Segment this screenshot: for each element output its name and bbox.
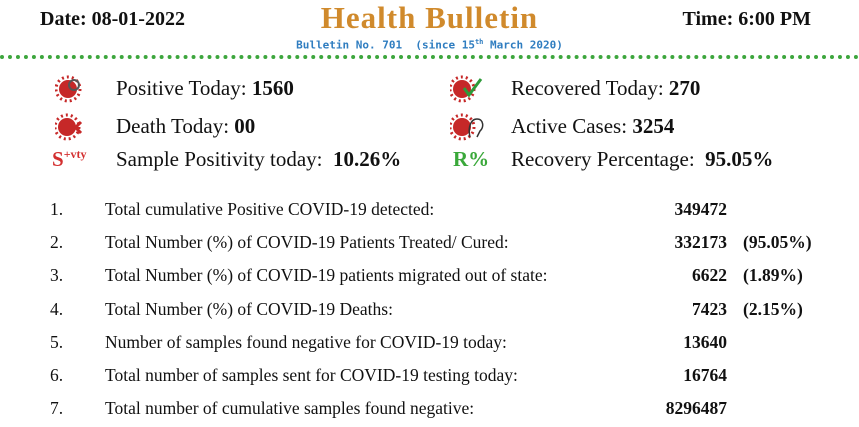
time: Time: 6:00 PM [682, 8, 812, 30]
positivity-icon: S+vty [52, 147, 87, 172]
row-number: 3. [50, 265, 64, 286]
recovery-icon: R% [453, 147, 490, 171]
row-value: 332173 [674, 232, 728, 253]
icon-s: S [52, 147, 64, 171]
summary-value: 3254 [632, 114, 675, 138]
active-icon [450, 113, 484, 141]
row-percent: (95.05%) [743, 232, 812, 253]
row-number: 1. [50, 199, 64, 219]
subtitle: Bulletin No. 701 (since 15th March 2020) [0, 38, 859, 52]
since: (since 15 [415, 38, 475, 52]
summary-item: Death Today: 00 [116, 114, 255, 139]
row-value: 13640 [683, 331, 727, 352]
death-icon [55, 113, 83, 141]
row-percent: (1.89%) [743, 265, 803, 286]
summary-item: Active Cases: 3254 [511, 114, 674, 139]
summary-item: Recovered Today: 270 [511, 76, 700, 101]
summary-label: Death Today: [116, 114, 230, 138]
summary-item: Sample Positivity today: 10.26% [116, 147, 401, 172]
recovered-icon [450, 75, 483, 103]
row-text: Total number of samples sent for COVID-1… [105, 365, 518, 385]
bulletin-number: Bulletin No. 701 [296, 38, 403, 52]
summary-value: 270 [668, 76, 701, 100]
row-number: 7. [50, 398, 64, 419]
summary-value: 1560 [251, 76, 294, 100]
summary-item: Positive Today: 1560 [116, 76, 294, 101]
row-text: Total Number (%) of COVID-19 Deaths: [105, 298, 393, 319]
row-number: 4. [50, 298, 64, 319]
row-value: 7423 [692, 298, 727, 319]
summary-label: Recovery Percentage: [511, 147, 695, 171]
row-percent: (2.15%) [743, 298, 803, 319]
row-number: 6. [50, 365, 64, 385]
row-text: Total Number (%) of COVID-19 patients mi… [105, 265, 548, 286]
date: Date: 08-01-2022 [40, 8, 185, 30]
row-text: Total Number (%) of COVID-19 Patients Tr… [105, 232, 509, 253]
summary-label: Positive Today: [116, 76, 247, 100]
divider [0, 55, 859, 59]
row-value: 6622 [692, 265, 727, 286]
summary-item: Recovery Percentage: 95.05% [511, 147, 773, 172]
summary-value: 10.26% [333, 147, 402, 171]
row-value: 16764 [683, 365, 727, 385]
row-text: Number of samples found negative for COV… [105, 331, 507, 352]
summary-label: Sample Positivity today: [116, 147, 323, 171]
summary-label: Active Cases: [511, 114, 628, 138]
row-value: 8296487 [665, 398, 727, 419]
row-number: 2. [50, 232, 64, 253]
since-sup: th [474, 38, 484, 46]
positive-icon [55, 75, 82, 103]
summary-label: Recovered Today: [511, 76, 664, 100]
row-number: 5. [50, 331, 64, 352]
icon-sup: +vty [63, 147, 87, 161]
row-text: Total cumulative Positive COVID-19 detec… [105, 199, 435, 219]
title: Health Bulletin [320, 0, 539, 35]
row-text: Total number of cumulative samples found… [105, 398, 475, 419]
since: March 2020) [483, 38, 563, 52]
summary-value: 00 [234, 114, 256, 138]
summary-value: 95.05% [705, 147, 774, 171]
row-value: 349472 [674, 199, 728, 219]
